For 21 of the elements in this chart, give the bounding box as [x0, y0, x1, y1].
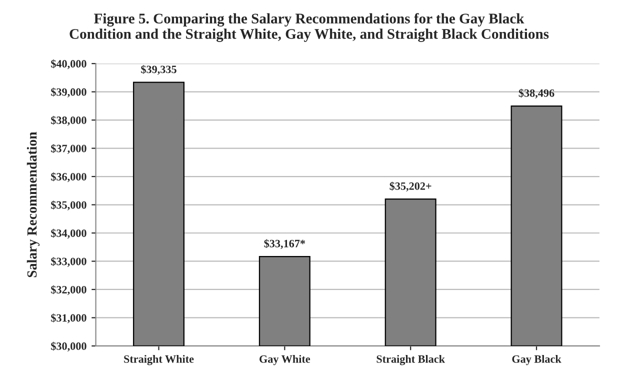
data-label: $38,496: [518, 88, 554, 98]
y-tick-label: $35,000: [51, 200, 86, 210]
y-tick-label: $30,000: [51, 342, 86, 352]
y-tick-label: $39,000: [51, 88, 86, 98]
y-tick-label: $37,000: [51, 144, 86, 154]
x-tick-label: Straight White: [124, 354, 194, 366]
y-tick-label: $31,000: [51, 314, 86, 324]
x-tick-label: Straight Black: [376, 354, 445, 366]
y-tick-label: $36,000: [51, 172, 86, 182]
y-tick-label: $32,000: [51, 285, 86, 296]
data-label: $33,167*: [264, 239, 306, 249]
y-tick-label: $34,000: [51, 228, 86, 239]
chart-title: Figure 5. Comparing the Salary Recommendations for the Gay Black Condition and the Straight White, Gay White, and Straight Black Conditions: [70, 13, 549, 42]
data-label: $39,335: [141, 65, 176, 75]
y-axis-title: Salary Recommendation: [26, 132, 40, 278]
x-tick-label: Gay Black: [512, 354, 562, 366]
y-tick-label: $33,000: [51, 257, 86, 267]
y-tick-label: $40,000: [51, 59, 86, 70]
x-tick-label: Gay White: [260, 354, 310, 366]
data-label: $35,202+: [390, 182, 432, 192]
y-tick-label: $38,000: [51, 116, 86, 126]
